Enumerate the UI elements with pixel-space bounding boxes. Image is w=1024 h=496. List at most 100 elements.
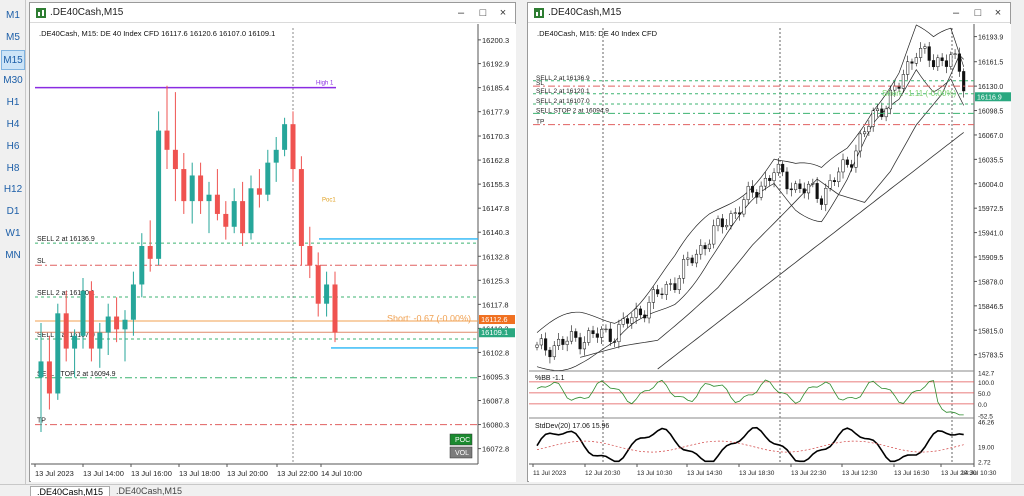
y-tick-label: 16193.9 — [978, 35, 1003, 42]
level-label: SELL STOP 2 at 16094.9 — [536, 107, 609, 114]
x-tick-label: 13 Jul 16:30 — [894, 470, 930, 477]
candle-body — [206, 194, 212, 202]
x-tick-label: 13 Jul 10:30 — [637, 470, 673, 477]
candle-body — [936, 57, 940, 68]
candle-body — [944, 60, 948, 67]
maximize-button[interactable]: □ — [479, 7, 487, 19]
y-tick-label: 16170.3 — [482, 132, 509, 141]
window-titlebar[interactable]: .DE40Cash,M15 – □ × — [30, 3, 515, 23]
candle-body — [539, 338, 543, 346]
candle-body — [214, 194, 220, 214]
x-tick-label: 13 Jul 2023 — [35, 469, 74, 478]
candle-body — [802, 188, 806, 194]
price-chart[interactable]: .DE40Cash, M15: DE 40 Index CFD 16117.6 … — [31, 24, 516, 485]
bb-percent-line — [536, 379, 964, 416]
candle-body — [46, 361, 52, 394]
candle-body — [307, 246, 313, 266]
y-tick-label: 16098.5 — [978, 109, 1003, 116]
candle-body — [660, 293, 664, 295]
candle-body — [927, 46, 931, 61]
bollinger-lower — [536, 69, 965, 371]
x-tick-label: 13 Jul 20:30 — [941, 470, 977, 477]
stddev-line — [536, 426, 964, 463]
candle-body — [940, 57, 944, 61]
minimize-button[interactable]: – — [457, 7, 465, 19]
y-tick-label: 16087.8 — [482, 397, 509, 406]
chart-tab-1[interactable]: .DE40Cash,M15 — [30, 486, 111, 496]
candle-body — [919, 48, 923, 58]
y-tick-label: 16147.8 — [482, 204, 509, 213]
candle-body — [617, 324, 621, 343]
timeframe-m5[interactable]: M5 — [6, 31, 20, 43]
level-label: SELL 2 at 16120.1 — [536, 88, 590, 95]
timeframe-m1[interactable]: M1 — [6, 10, 20, 21]
candle-body — [720, 218, 724, 228]
minimize-button[interactable]: – — [952, 7, 960, 19]
candle-body — [742, 199, 746, 215]
timeframe-m30[interactable]: M30 — [3, 75, 23, 87]
candle-body — [750, 186, 755, 193]
candle-body — [569, 331, 574, 342]
timeframe-w1[interactable]: W1 — [5, 228, 21, 239]
timeframe-m15[interactable]: M15 — [1, 49, 25, 70]
candle-body — [198, 175, 204, 202]
x-tick-label: 13 Jul 14:00 — [83, 469, 124, 478]
candle-body — [837, 171, 841, 183]
chart-background — [529, 24, 1011, 482]
candle-body — [282, 124, 288, 150]
chart-tab-2[interactable]: .DE40Cash,M15 — [116, 486, 183, 496]
chart-window-left[interactable]: .DE40Cash,M15 – □ × .DE40Cash, M15: DE 4… — [29, 2, 516, 482]
chart-window-right[interactable]: .DE40Cash,M15 – □ × .DE40Cash, M15: DE 4… — [527, 2, 1011, 482]
indicator-tick: 19.00 — [978, 445, 995, 452]
y-tick-label: 16200.3 — [482, 36, 509, 45]
level-label: TP — [536, 119, 544, 126]
x-tick-label: 14 Jul 10:00 — [321, 469, 362, 478]
level-label: TP — [37, 418, 46, 425]
candle-body — [863, 131, 867, 135]
price-chart[interactable]: .DE40Cash, M15: DE 40 Index CFD 16193.9 16… — [529, 24, 1011, 485]
candle-body — [772, 172, 776, 181]
candle-body — [759, 185, 763, 198]
indicator-title: %BB -1.1 — [535, 375, 565, 382]
candle-body — [923, 46, 927, 49]
timeframe-h6[interactable]: H6 — [6, 140, 20, 152]
level-label: SELL 2 at 16136.9 — [37, 236, 95, 243]
timeframe-h1[interactable]: H1 — [6, 97, 20, 109]
timeframe-d1[interactable]: D1 — [6, 206, 20, 218]
y-tick-label: 16192.9 — [482, 60, 509, 69]
candle-body — [832, 180, 836, 183]
candlestick-chart-right[interactable]: .DE40Cash, M15: DE 40 Index CFD 16193.9 16… — [529, 24, 1011, 482]
indicator-tick: 50.0 — [978, 391, 991, 398]
x-tick-label: 13 Jul 16:00 — [131, 469, 172, 478]
candle-body — [962, 71, 966, 92]
close-button[interactable]: × — [994, 7, 1002, 19]
x-tick-label: 13 Jul 20:00 — [227, 469, 268, 478]
poc-button[interactable]: POC — [449, 433, 473, 446]
candle-body — [544, 338, 548, 351]
candle-body — [871, 110, 875, 127]
position-pnl-label: Short: -1.11 (-0.00%) — [882, 89, 956, 98]
vol-button[interactable]: VOL — [449, 446, 473, 459]
candle-body — [763, 177, 767, 187]
candle-body — [694, 253, 699, 264]
timeframe-mn[interactable]: MN — [5, 249, 21, 261]
timeframe-h4[interactable]: H4 — [6, 119, 20, 130]
long-moving-average — [657, 132, 964, 370]
timeframe-h12[interactable]: H12 — [3, 184, 23, 196]
maximize-button[interactable]: □ — [974, 7, 982, 19]
candle-body — [738, 212, 742, 215]
candle-body — [824, 188, 828, 205]
y-tick-label: 15783.5 — [978, 353, 1003, 360]
candle-body — [794, 183, 798, 191]
x-tick-label: 13 Jul 18:00 — [179, 469, 220, 478]
indicator-tick: 46.26 — [978, 420, 995, 427]
close-button[interactable]: × — [499, 7, 507, 19]
candlestick-chart-left[interactable]: .DE40Cash, M15: DE 40 Index CFD 16117.6 … — [31, 24, 516, 482]
chart-window-icon — [534, 8, 544, 18]
candle-body — [55, 313, 61, 394]
candle-body — [798, 183, 802, 189]
candle-body — [858, 133, 862, 152]
timeframe-h8[interactable]: H8 — [6, 162, 20, 174]
candle-body — [561, 338, 565, 345]
window-titlebar[interactable]: .DE40Cash,M15 – □ × — [528, 3, 1010, 23]
